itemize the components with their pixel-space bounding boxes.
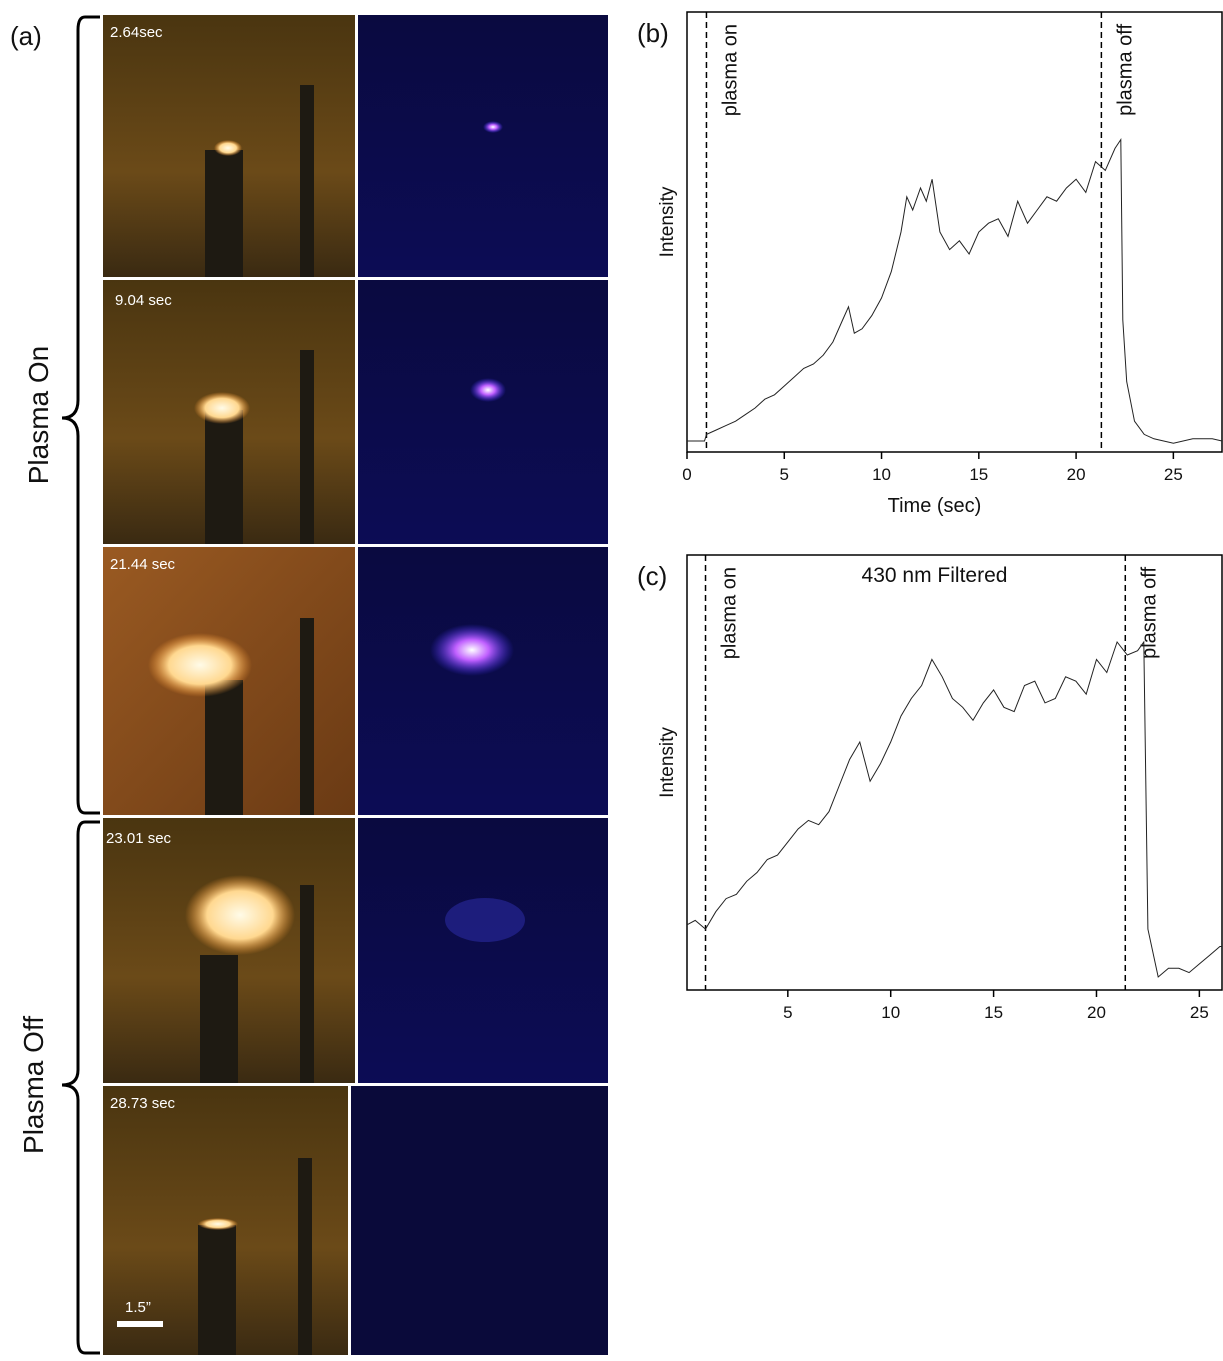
x-tick-label: 10 bbox=[881, 1003, 900, 1022]
photo-grid: 2.64sec 9.04 sec 21.44 sec 23.01 sec 28.… bbox=[103, 15, 608, 1355]
data-line bbox=[686, 640, 1222, 978]
timestamp: 2.64sec bbox=[110, 24, 163, 41]
plot-frame bbox=[686, 11, 1223, 453]
photo bbox=[358, 15, 608, 277]
y-axis-label: Intensity bbox=[657, 186, 678, 257]
x-tick-label: 15 bbox=[969, 465, 988, 484]
plot-frame bbox=[686, 554, 1223, 991]
marker-label: plasma on bbox=[719, 567, 741, 659]
data-line bbox=[687, 137, 1223, 444]
x-tick-label: 20 bbox=[1087, 1003, 1106, 1022]
x-tick-label: 15 bbox=[984, 1003, 1003, 1022]
panel-label: (c) bbox=[637, 561, 667, 591]
photo bbox=[351, 1086, 608, 1355]
photo bbox=[358, 818, 608, 1083]
x-tick-label: 5 bbox=[783, 1003, 792, 1022]
x-axis-label: Time (sec) bbox=[888, 495, 982, 517]
timestamp: 9.04 sec bbox=[115, 292, 172, 309]
brace bbox=[61, 820, 100, 1355]
scale-bar bbox=[117, 1321, 163, 1327]
panel-label: (b) bbox=[637, 18, 669, 48]
timestamp: 21.44 sec bbox=[110, 556, 176, 573]
marker-label: plasma off bbox=[1114, 24, 1136, 116]
photo bbox=[358, 280, 608, 544]
chart-title: 430 nm Filtered bbox=[862, 564, 1008, 587]
marker-label: plasma on bbox=[719, 24, 741, 116]
timestamp: 23.01 sec bbox=[106, 830, 172, 847]
x-tick-label: 0 bbox=[682, 465, 691, 484]
scale-bar-label: 1.5” bbox=[125, 1299, 151, 1316]
x-tick-label: 10 bbox=[872, 465, 891, 484]
photo bbox=[358, 547, 608, 815]
x-tick-label: 25 bbox=[1190, 1003, 1209, 1022]
apparatus bbox=[198, 85, 314, 1355]
x-tick-label: 25 bbox=[1164, 465, 1183, 484]
timestamp: 28.73 sec bbox=[110, 1095, 176, 1112]
marker-label: plasma off bbox=[1138, 567, 1160, 659]
panel-label: (a) bbox=[10, 21, 42, 51]
group-label: Plasma On bbox=[23, 346, 54, 485]
brace bbox=[61, 15, 100, 815]
group-label: Plasma Off bbox=[18, 1016, 49, 1154]
x-tick-label: 20 bbox=[1067, 465, 1086, 484]
x-tick-label: 5 bbox=[780, 465, 789, 484]
y-axis-label: Intensity bbox=[657, 727, 678, 798]
